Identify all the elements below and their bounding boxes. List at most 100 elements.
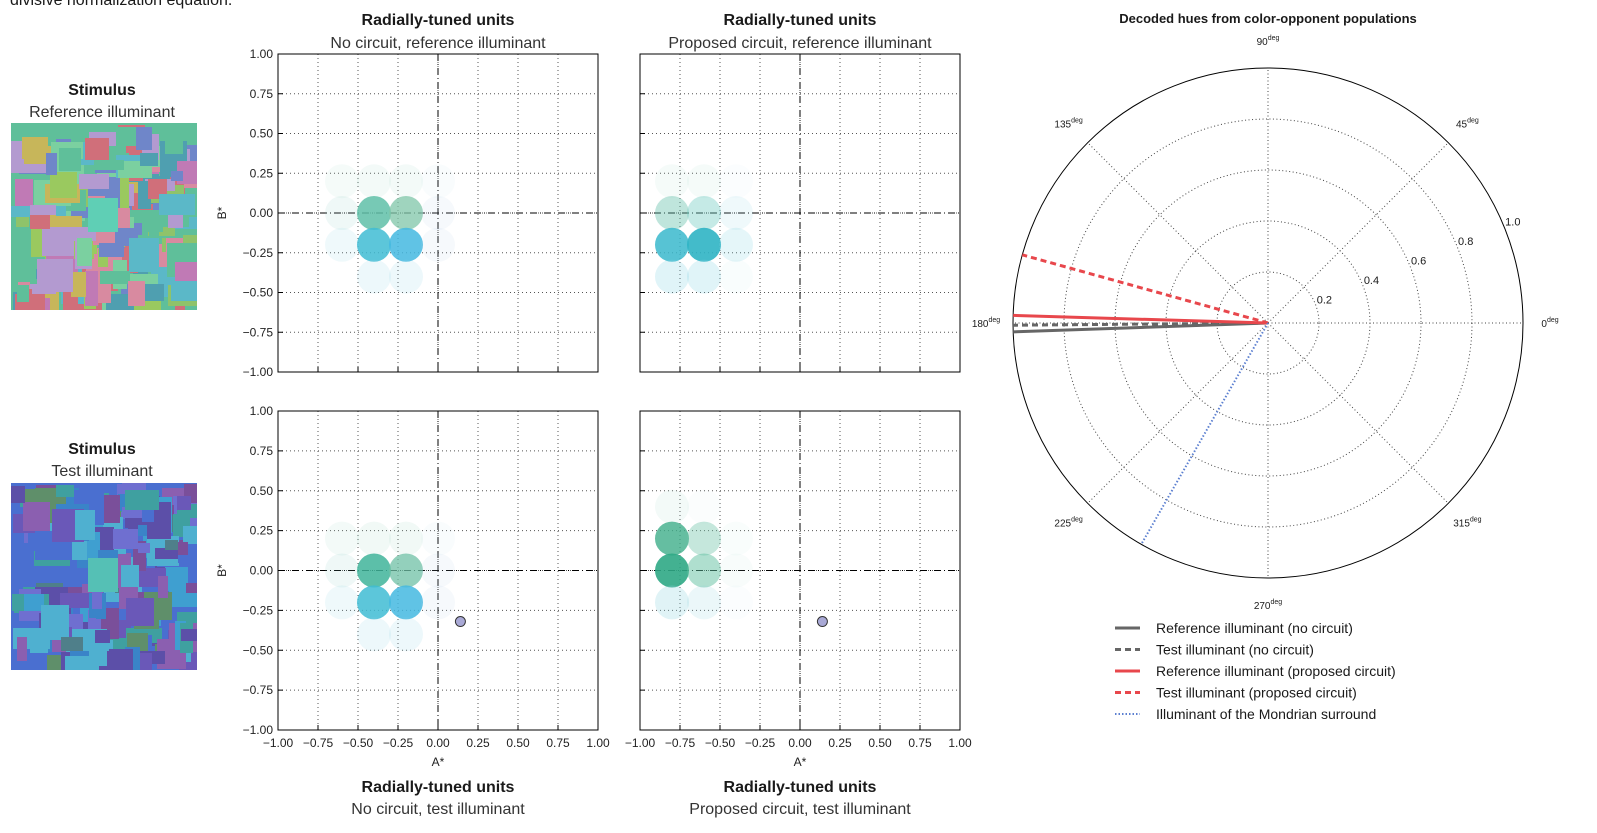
angle-value: 90 bbox=[1257, 37, 1269, 48]
angle-label: 45deg bbox=[1456, 118, 1479, 131]
unit-response bbox=[687, 554, 721, 588]
illuminant-point bbox=[817, 617, 827, 627]
unit-response bbox=[357, 164, 391, 198]
unit-response bbox=[687, 585, 721, 619]
y-axis-label: B* bbox=[215, 206, 229, 219]
x-tick-label: 0.50 bbox=[506, 736, 530, 750]
mosaic-patch bbox=[17, 637, 27, 661]
unit-response bbox=[421, 196, 455, 230]
angle-value: 45 bbox=[1456, 120, 1468, 131]
angle-unit: deg bbox=[1271, 599, 1283, 606]
r-tick-label: 1.0 bbox=[1505, 217, 1520, 229]
mosaic-patch bbox=[186, 583, 197, 593]
x-tick-label: −0.50 bbox=[705, 736, 736, 750]
panel-title: Radially-tuned units bbox=[724, 12, 877, 29]
unit-response bbox=[655, 260, 689, 294]
unit-response bbox=[655, 522, 689, 556]
x-tick-label: −0.75 bbox=[303, 736, 334, 750]
y-tick-label: 0.50 bbox=[250, 127, 274, 141]
mosaic-patch bbox=[109, 649, 133, 670]
x-tick-label: 0.25 bbox=[466, 736, 490, 750]
panel-title: Radially-tuned units bbox=[362, 779, 515, 796]
unit-response bbox=[655, 490, 689, 524]
mosaic-patch bbox=[175, 262, 197, 281]
unit-response bbox=[357, 585, 391, 619]
unit-response bbox=[357, 617, 391, 651]
mosaic-patch bbox=[47, 216, 82, 227]
y-tick-label: 1.00 bbox=[250, 47, 274, 61]
hue-vector bbox=[1013, 323, 1268, 332]
angle-unit: deg bbox=[1268, 35, 1280, 42]
mosaic-patch bbox=[46, 153, 57, 175]
angle-unit: deg bbox=[989, 317, 1001, 324]
mosaic-patch bbox=[128, 281, 145, 306]
mosaic-patch bbox=[129, 238, 159, 272]
mosaic-patch bbox=[79, 174, 109, 189]
unit-response bbox=[421, 522, 455, 556]
stimulus-subtitle: Reference illuminant bbox=[29, 104, 175, 121]
y-tick-label: 0.75 bbox=[250, 87, 274, 101]
angle-label: 270deg bbox=[1254, 599, 1282, 612]
unit-response bbox=[421, 585, 455, 619]
unit-response bbox=[325, 228, 359, 262]
angle-label: 315deg bbox=[1453, 516, 1481, 529]
mosaic-patch bbox=[22, 137, 48, 159]
unit-response bbox=[325, 554, 359, 588]
mosaic-patch bbox=[71, 272, 86, 297]
stimulus-title: Stimulus bbox=[68, 441, 136, 458]
unit-response bbox=[719, 164, 753, 198]
unit-response bbox=[357, 228, 391, 262]
legend-label: Reference illuminant (no circuit) bbox=[1156, 620, 1353, 636]
angle-label: 90deg bbox=[1257, 35, 1280, 48]
unit-response bbox=[655, 554, 689, 588]
angle-label: 0deg bbox=[1541, 317, 1558, 330]
unit-response bbox=[325, 164, 359, 198]
mosaic-patch bbox=[77, 238, 92, 266]
mosaic-patch bbox=[94, 160, 124, 170]
page: divisive normalization equation. Stimulu… bbox=[0, 0, 1597, 833]
mosaic-patch bbox=[75, 510, 95, 540]
mosaic-patch bbox=[47, 655, 62, 670]
unit-response bbox=[719, 554, 753, 588]
mosaic-patch bbox=[65, 656, 99, 670]
y-tick-label: 0.00 bbox=[250, 206, 274, 220]
caption-fragment: divisive normalization equation. bbox=[10, 0, 232, 9]
mosaic-patch bbox=[159, 194, 195, 215]
mosaic-patch bbox=[85, 271, 98, 306]
x-tick-label: 0.00 bbox=[426, 736, 450, 750]
unit-response bbox=[357, 260, 391, 294]
unit-response bbox=[719, 585, 753, 619]
x-axis-label: A* bbox=[432, 755, 445, 769]
unit-response bbox=[325, 585, 359, 619]
r-tick-label: 0.8 bbox=[1458, 236, 1473, 248]
mosaic-patch bbox=[59, 148, 81, 171]
y-tick-label: 1.00 bbox=[250, 404, 274, 418]
unit-response bbox=[389, 522, 423, 556]
unit-response bbox=[389, 554, 423, 588]
mosaic-patch bbox=[126, 598, 154, 626]
mosaic-patch bbox=[165, 540, 178, 550]
x-tick-label: −1.00 bbox=[263, 736, 294, 750]
x-tick-label: 0.25 bbox=[828, 736, 852, 750]
mosaic-patch bbox=[183, 526, 197, 544]
angle-value: 135 bbox=[1054, 120, 1071, 131]
legend-label: Test illuminant (no circuit) bbox=[1156, 642, 1314, 658]
angle-unit: deg bbox=[1071, 118, 1083, 125]
unit-response bbox=[719, 260, 753, 294]
y-tick-label: 0.75 bbox=[250, 444, 274, 458]
y-axis-label: B* bbox=[215, 564, 229, 577]
mosaic-patch bbox=[136, 127, 152, 150]
panel-subtitle: No circuit, test illuminant bbox=[351, 801, 525, 818]
mosaic-patch bbox=[17, 285, 29, 302]
mosaic-patch bbox=[61, 637, 83, 651]
x-tick-label: −0.25 bbox=[383, 736, 414, 750]
angle-unit: deg bbox=[1547, 317, 1559, 324]
mosaic-patch bbox=[100, 271, 130, 284]
angle-label: 180deg bbox=[972, 317, 1000, 330]
unit-response bbox=[325, 196, 359, 230]
grid-spoke bbox=[1268, 323, 1448, 503]
angle-label: 135deg bbox=[1054, 118, 1082, 131]
hue-vector bbox=[1022, 255, 1268, 323]
angle-value: 180 bbox=[972, 319, 989, 330]
mosaic-patch bbox=[11, 486, 25, 503]
